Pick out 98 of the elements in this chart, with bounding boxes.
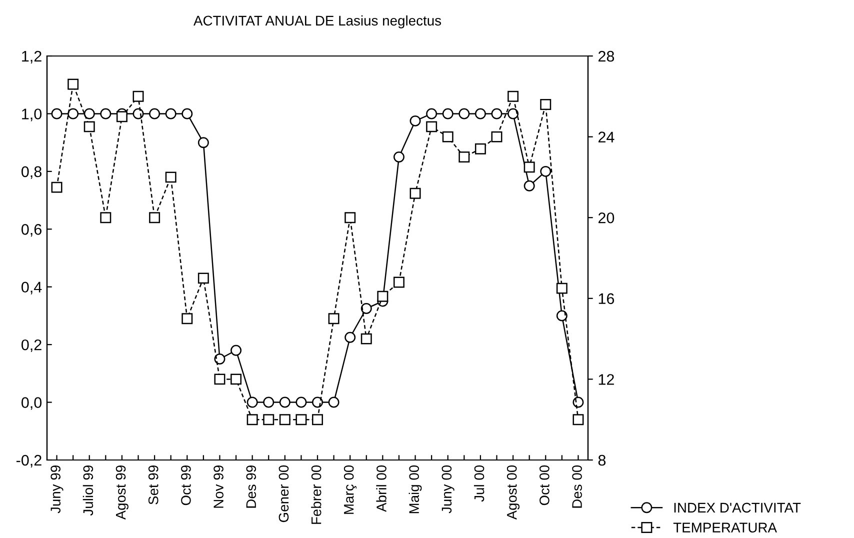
point <box>572 396 584 408</box>
point <box>556 282 568 294</box>
point <box>296 414 307 426</box>
point <box>393 276 404 288</box>
point <box>508 90 519 102</box>
y2-tick-label: 20 <box>598 212 614 224</box>
point <box>442 108 454 120</box>
chart-title: ACTIVITAT ANUAL DE Lasius neglectus <box>194 15 442 28</box>
point <box>165 172 176 183</box>
x-tick-label: Maig 00 <box>408 465 422 514</box>
x-tick-label: Oct 00 <box>540 465 550 506</box>
point <box>508 108 519 120</box>
y-tick-label: -0,2 <box>16 454 42 468</box>
point <box>540 98 552 110</box>
point <box>68 78 79 90</box>
point <box>344 212 356 224</box>
point <box>474 108 486 120</box>
point <box>491 108 502 120</box>
x-tick-label: Set 99 <box>148 466 158 504</box>
point <box>68 108 79 120</box>
y-tick-label: 1,0 <box>22 108 42 122</box>
point <box>279 396 290 408</box>
point <box>84 108 95 120</box>
x-tick-label: Des 00 <box>572 465 582 508</box>
y2-tick-label: 24 <box>598 132 614 142</box>
y-tick-label: 0,4 <box>22 282 42 294</box>
y-tick-label: 0,2 <box>22 339 42 352</box>
point <box>263 396 274 408</box>
legend-label: TEMPERATURA <box>673 522 777 532</box>
point <box>491 131 502 142</box>
point <box>149 108 160 120</box>
x-tick-label: Agost 00 <box>506 465 520 520</box>
point <box>132 108 144 120</box>
x-tick-label: Abril 00 <box>376 465 386 512</box>
y-tick-label: 0,6 <box>22 224 42 237</box>
point <box>182 108 193 120</box>
y2-tick-label: 28 <box>598 50 614 62</box>
y-tick-label: 0,8 <box>22 166 42 179</box>
point <box>360 333 372 344</box>
point <box>540 166 552 177</box>
point <box>393 152 404 162</box>
point <box>426 121 438 132</box>
x-tick-label: Oct 99 <box>181 466 191 506</box>
point <box>230 374 242 385</box>
point <box>246 396 258 408</box>
point <box>116 111 128 122</box>
point <box>182 313 193 324</box>
point <box>328 396 340 408</box>
point <box>312 414 323 426</box>
point <box>360 303 372 314</box>
point <box>344 332 356 343</box>
point <box>214 354 226 364</box>
point <box>572 414 584 426</box>
point <box>198 137 209 148</box>
point <box>296 396 307 408</box>
y2-tick-label: 12 <box>598 374 614 385</box>
x-tick-label: Juliol 99 <box>82 466 94 516</box>
point <box>246 414 258 426</box>
point <box>100 212 112 224</box>
y-tick-label: 0,0 <box>22 397 42 410</box>
point <box>312 396 323 408</box>
point <box>410 115 421 126</box>
point <box>149 212 160 224</box>
x-tick-label: Febrer 00 <box>311 465 322 524</box>
point <box>84 121 95 132</box>
point <box>474 143 486 154</box>
x-tick-label: Jul 00 <box>474 465 484 502</box>
point <box>51 182 62 193</box>
legend-label: INDEX D'ACTIVITAT <box>674 502 801 513</box>
x-tick-label: Juny 99 <box>50 466 64 514</box>
point <box>230 344 242 356</box>
point <box>524 162 535 173</box>
y-tick-label: 1,2 <box>22 50 42 64</box>
point <box>51 108 62 120</box>
y2-tick-label: 8 <box>598 454 606 466</box>
point <box>279 414 290 426</box>
point <box>214 374 226 385</box>
x-tick-label: Març 00 <box>344 465 357 514</box>
point <box>328 313 340 324</box>
point <box>165 108 176 120</box>
point <box>556 310 568 322</box>
point <box>458 108 470 120</box>
x-tick-label: Nov 99 <box>214 466 224 508</box>
point <box>458 152 470 162</box>
point <box>442 131 454 142</box>
y2-tick-label: 16 <box>598 293 614 304</box>
point <box>410 188 421 199</box>
point <box>524 180 535 192</box>
point <box>263 414 274 426</box>
point <box>426 108 438 120</box>
point <box>377 290 388 302</box>
point <box>132 90 144 102</box>
point <box>100 108 112 120</box>
x-tick-label: Des 99 <box>246 466 256 508</box>
point <box>198 272 209 284</box>
x-tick-label: Juny 00 <box>442 465 454 514</box>
x-tick-label: Gener 00 <box>278 465 289 522</box>
x-tick-label: Agost 99 <box>116 466 128 520</box>
